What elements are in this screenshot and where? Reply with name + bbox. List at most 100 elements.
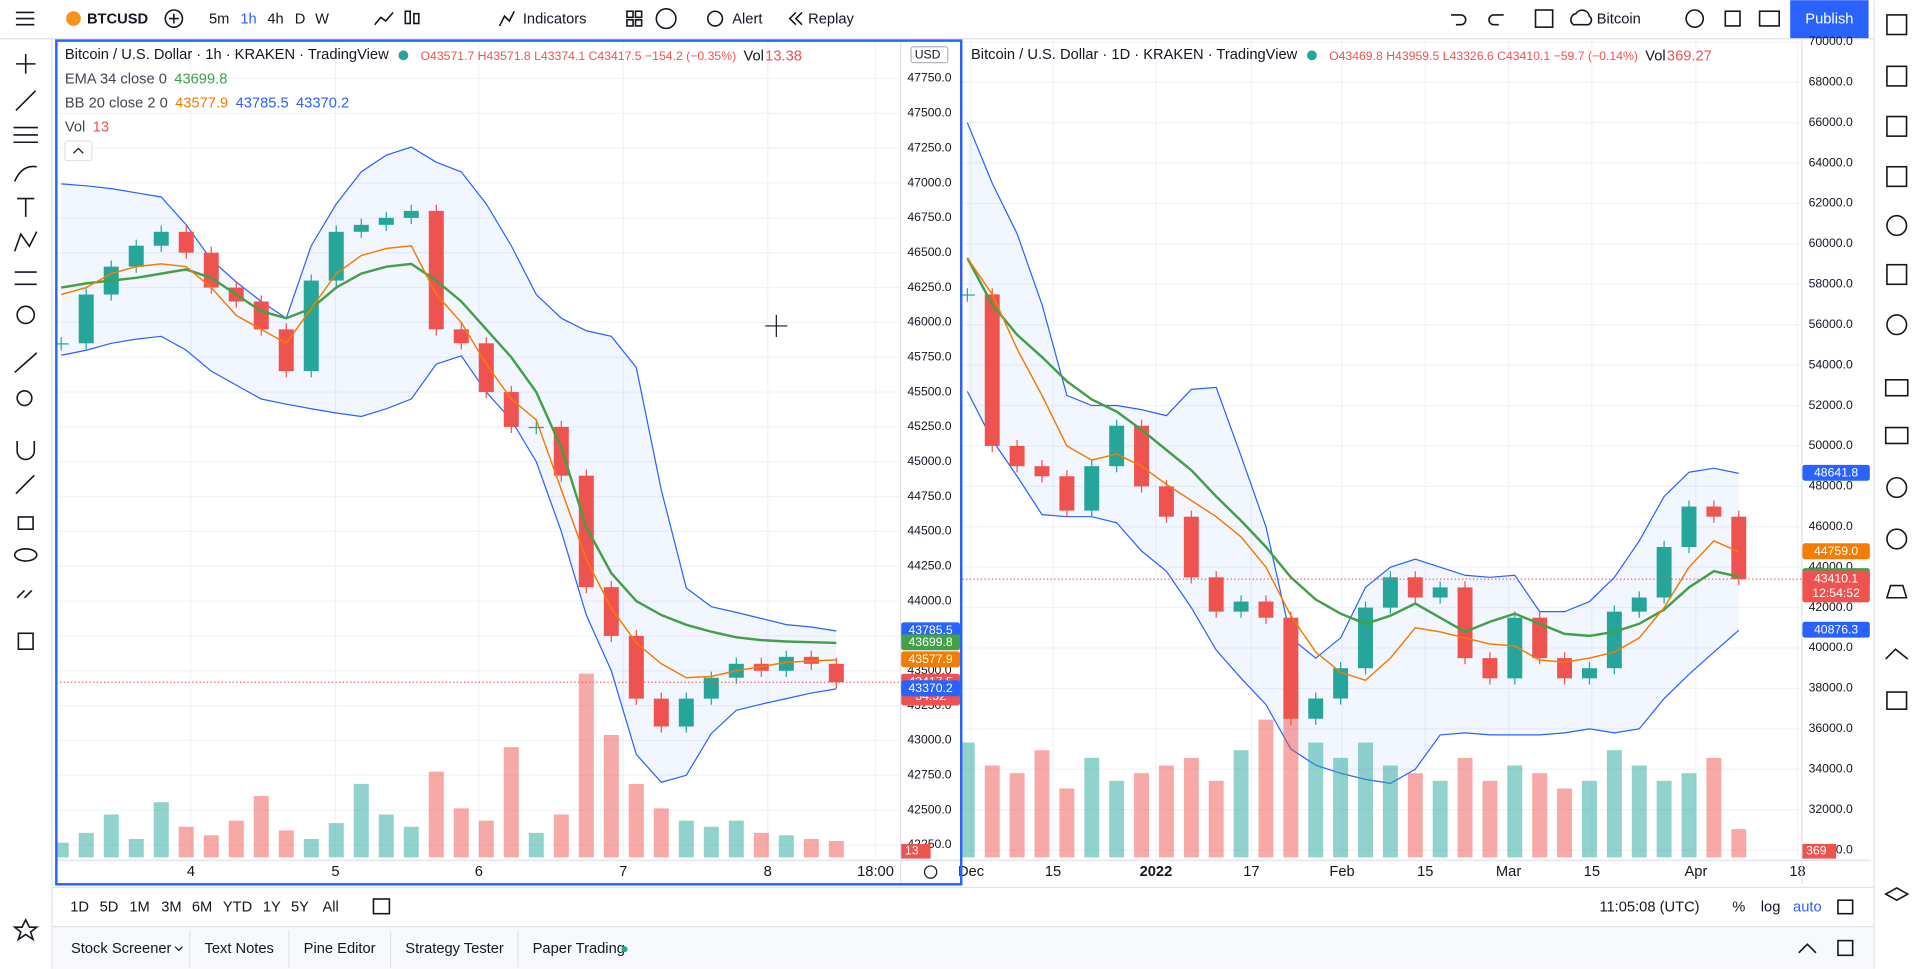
undo[interactable]: [1451, 14, 1467, 26]
watchlist-star[interactable]: [12, 918, 40, 942]
range-button[interactable]: 5Y: [291, 899, 309, 915]
trendline-tool[interactable]: [15, 90, 37, 111]
range-button[interactable]: 3M: [161, 899, 181, 915]
settings[interactable]: [1685, 9, 1705, 28]
screenshot[interactable]: [1758, 10, 1780, 27]
axis-settings[interactable]: [923, 865, 938, 879]
timeframe[interactable]: 5m: [209, 12, 229, 28]
panel-tab[interactable]: Text Notes: [204, 941, 273, 957]
object-tree[interactable]: [1885, 648, 1909, 660]
news[interactable]: [1886, 115, 1908, 137]
y-tick-label: 45000.0: [907, 454, 951, 468]
prediction-tool[interactable]: [14, 271, 37, 286]
indicator-value: 13: [93, 119, 109, 135]
indicators-button[interactable]: Indicators: [498, 10, 587, 28]
symbol[interactable]: BTCUSD: [87, 12, 148, 28]
redo[interactable]: [1488, 14, 1504, 26]
fullscreen-pane[interactable]: [1837, 899, 1854, 915]
zoom-tool[interactable]: [16, 390, 33, 407]
fib-tool[interactable]: [13, 126, 38, 144]
volume-bar: [1382, 765, 1398, 858]
panel-tab[interactable]: Paper Trading: [533, 941, 625, 957]
currency-box[interactable]: [910, 46, 949, 64]
range-button[interactable]: 1Y: [263, 899, 281, 915]
link-tool[interactable]: [16, 589, 33, 599]
goto-date[interactable]: [372, 898, 391, 915]
range-button[interactable]: 1M: [129, 899, 149, 915]
volume-bar: [1482, 780, 1498, 858]
help[interactable]: [1885, 584, 1908, 599]
price-marker-label: 43410.1: [1814, 571, 1858, 585]
collapse-legend[interactable]: [64, 140, 93, 162]
chart-panes: 42250.042500.042750.043000.043250.043500…: [56, 34, 1872, 885]
timeframe[interactable]: 4h: [267, 12, 283, 28]
chart-type-button[interactable]: [374, 10, 420, 26]
publish-button[interactable]: [1790, 0, 1869, 39]
scale-option[interactable]: auto: [1793, 899, 1822, 915]
range-button[interactable]: All: [322, 899, 338, 915]
calendar[interactable]: [1886, 263, 1908, 286]
volume-bar: [503, 747, 519, 858]
lock-tool[interactable]: [17, 516, 34, 530]
layout-button[interactable]: [1534, 9, 1554, 28]
price-marker-label: 43785.5: [908, 623, 952, 637]
x-tick-label: 5: [331, 864, 339, 880]
templates-button[interactable]: [626, 10, 643, 27]
candle: [828, 663, 844, 683]
multi-chart[interactable]: [655, 7, 677, 30]
timeframe[interactable]: W: [315, 12, 329, 28]
timeframe[interactable]: 1h: [240, 12, 256, 28]
notifications[interactable]: [1886, 476, 1908, 499]
streams[interactable]: [1884, 426, 1909, 445]
pattern-tool[interactable]: [13, 231, 38, 252]
ruler-tool[interactable]: [14, 352, 38, 374]
timeframe[interactable]: D: [295, 12, 306, 28]
market-status: [398, 50, 409, 61]
range-button[interactable]: 6M: [192, 899, 212, 915]
maximize-panel[interactable]: [1837, 939, 1854, 957]
candle: [1382, 577, 1398, 608]
range-button[interactable]: YTD: [223, 899, 252, 915]
x-tick-label: Mar: [1496, 864, 1521, 880]
crosshair-tool[interactable]: [15, 54, 36, 74]
volume-bar: [403, 826, 419, 858]
panel-tab[interactable]: Pine Editor: [304, 941, 376, 957]
hotlists[interactable]: [1886, 214, 1908, 237]
fullscreen[interactable]: [1724, 10, 1741, 27]
candle: [1208, 577, 1224, 612]
layers[interactable]: [1884, 887, 1910, 902]
replay-button[interactable]: Replay: [788, 12, 855, 28]
text-tool[interactable]: [17, 197, 35, 217]
dom[interactable]: [1886, 691, 1908, 710]
panel-tab[interactable]: Stock Screener: [71, 941, 172, 957]
menu-button[interactable]: [15, 11, 35, 26]
data-window[interactable]: [1886, 165, 1908, 188]
volume-name: Vol: [744, 48, 764, 64]
hide-tool[interactable]: [13, 547, 38, 562]
volume-bar: [203, 835, 219, 858]
calendar-feed[interactable]: [1886, 528, 1908, 550]
chats[interactable]: [1884, 379, 1909, 397]
alerts[interactable]: [1886, 65, 1908, 87]
magnet-tool[interactable]: [16, 441, 36, 461]
layout-name[interactable]: Bitcoin: [1570, 9, 1641, 28]
scale-option[interactable]: log: [1761, 899, 1781, 915]
brush-tool[interactable]: [13, 165, 37, 182]
compare-button[interactable]: [164, 9, 184, 28]
volume-bar: [528, 832, 544, 858]
countdown: 12:54:52: [1812, 586, 1860, 600]
alert-button[interactable]: Alert: [706, 10, 763, 28]
collapse-panel[interactable]: [1798, 943, 1817, 954]
range-button[interactable]: 1D: [70, 899, 89, 915]
scale-option[interactable]: %: [1732, 899, 1745, 915]
icon-tool[interactable]: [16, 305, 36, 325]
watchlist[interactable]: [1886, 14, 1908, 36]
stay-drawing[interactable]: [15, 474, 35, 495]
ideas[interactable]: [1886, 314, 1908, 336]
panel-tab[interactable]: Strategy Tester: [405, 941, 504, 957]
layout-name-label: Bitcoin: [1597, 12, 1641, 28]
delete-tool[interactable]: [17, 632, 34, 650]
range-button[interactable]: 5D: [100, 899, 119, 915]
x-tick-label: 4: [187, 864, 195, 880]
volume-bar: [1432, 780, 1448, 858]
